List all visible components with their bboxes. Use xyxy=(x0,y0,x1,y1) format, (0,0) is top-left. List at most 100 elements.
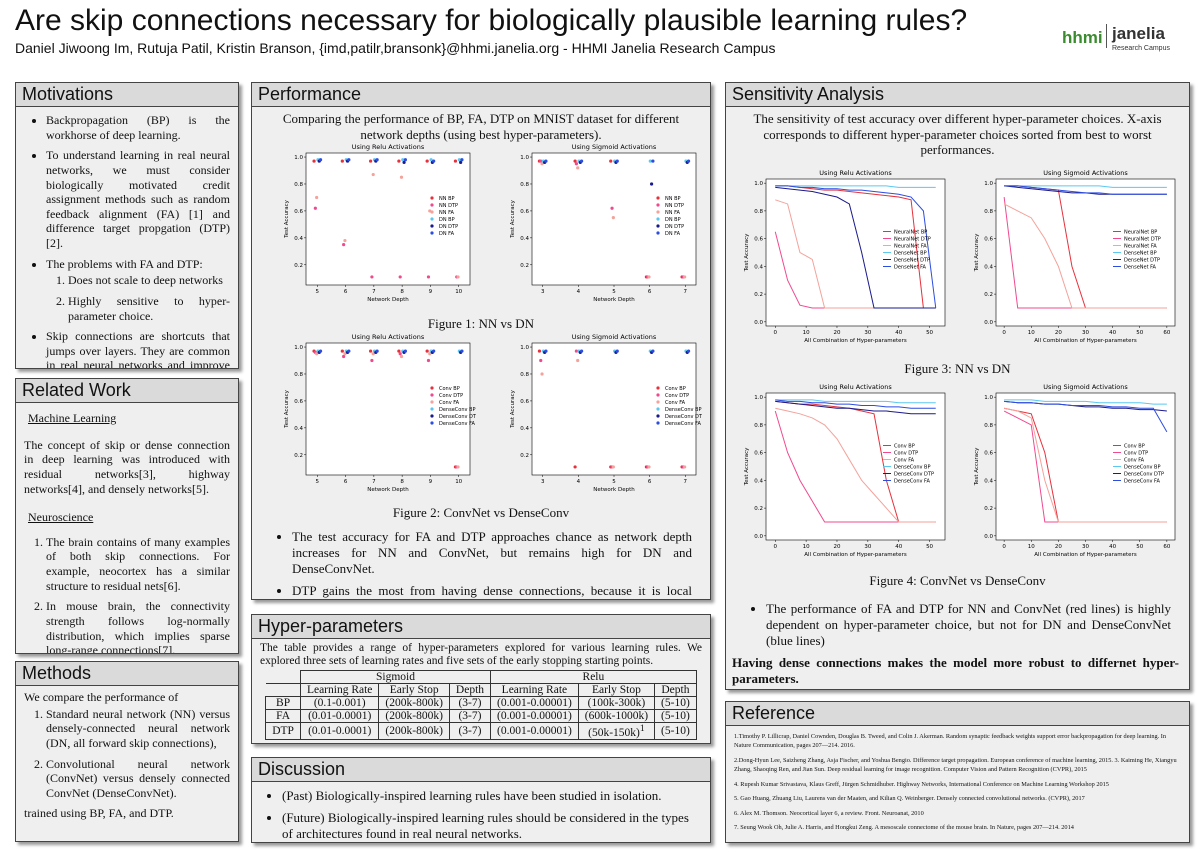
line xyxy=(1003,203,1167,309)
line xyxy=(775,186,936,309)
point xyxy=(398,275,402,279)
plot-area xyxy=(765,392,946,541)
legend-swatch xyxy=(656,414,660,418)
legend-label: NeuralNet BP xyxy=(894,230,927,236)
x-tick-label: 6 xyxy=(648,479,652,485)
legend-label: DenseConv BP xyxy=(894,465,931,471)
x-tick-label: 9 xyxy=(429,289,433,295)
y-axis-label: Test Accuracy xyxy=(974,447,980,486)
caption: Figure 3: NN vs DN xyxy=(904,361,1011,376)
legend-label: NeuralNet BP xyxy=(1124,230,1157,236)
y-tick-label: 0.0 xyxy=(754,320,763,326)
y-tick-label: 0.4 xyxy=(984,264,993,270)
legend-label: Conv FA xyxy=(894,458,915,464)
caption: Figure 1: NN vs DN xyxy=(427,316,535,331)
performance-panel: Performance Comparing the performance of… xyxy=(251,82,711,600)
caption: Figure 2: ConvNet vs DenseConv xyxy=(392,505,570,520)
chart: Using Relu Activations 5 6 7 8 9 10 0.2 0.4 0.6 0.… xyxy=(284,333,476,493)
heading: Methods xyxy=(16,662,238,686)
point xyxy=(425,349,429,353)
legend-label: Conv FA xyxy=(1124,458,1145,464)
x-tick-label: 20 xyxy=(833,330,840,336)
authors: Daniel Jiwoong Im, Rutuja Patil, Kristin… xyxy=(15,40,776,56)
logo-janelia: janelia xyxy=(1112,24,1165,43)
y-tick-label: 0.2 xyxy=(754,506,763,512)
y-tick-label: 0.6 xyxy=(294,399,303,405)
group-header: Sigmoid xyxy=(299,670,492,685)
intro: Comparing the performance of BP, FA, DTP… xyxy=(282,111,680,142)
line xyxy=(775,399,936,409)
line xyxy=(1004,407,1167,523)
plot-area xyxy=(995,178,1176,327)
point xyxy=(686,349,691,353)
row-header: BP xyxy=(265,696,301,711)
x-tick-label: 30 xyxy=(1082,544,1089,550)
plot-area xyxy=(995,392,1176,541)
y-tick-label: 0.4 xyxy=(294,426,303,432)
legend-swatch xyxy=(656,231,660,235)
point xyxy=(453,159,458,163)
y-tick-label: 0.0 xyxy=(984,320,993,326)
paragraph: The concept of skip or dense connection … xyxy=(24,437,230,496)
y-tick-label: 0.8 xyxy=(984,423,993,429)
cell: (5-10) xyxy=(654,696,697,711)
group-header: Relu xyxy=(490,670,697,685)
y-tick-label: 1.0 xyxy=(984,181,993,187)
cell: (0.001-0.00001) xyxy=(490,696,579,711)
logo-hhmi: hhmi xyxy=(1062,28,1103,47)
subheading: Machine Learning xyxy=(28,411,117,425)
row-header: DTP xyxy=(265,722,301,741)
point xyxy=(426,275,431,279)
cell: (3-7) xyxy=(448,696,492,711)
reference-item: 5. Gao Huang, Zhuang Liu, Laurens van de… xyxy=(734,795,1085,803)
point xyxy=(651,349,655,353)
point xyxy=(347,158,351,162)
point xyxy=(576,166,580,170)
intro: The sensitivity of test accuracy over di… xyxy=(753,111,1162,158)
heading: Related Work xyxy=(16,379,238,403)
x-tick-label: 40 xyxy=(895,330,902,336)
legend-swatch xyxy=(656,210,660,214)
point xyxy=(611,216,615,220)
legend-label: NN BP xyxy=(439,196,455,202)
column-header: Learning Rate xyxy=(490,683,579,698)
point xyxy=(432,349,436,353)
point xyxy=(615,349,619,353)
legend-swatch xyxy=(430,421,434,425)
legend-swatch xyxy=(656,386,660,390)
legend-label: DN FA xyxy=(439,231,455,237)
body: (Past) Biologically-inspired learning ru… xyxy=(252,782,710,842)
y-axis-label: Test Accuracy xyxy=(744,233,750,272)
legend-swatch xyxy=(430,231,434,235)
legend-label: DenseConv DTP xyxy=(439,414,476,420)
y-tick-label: 1.0 xyxy=(520,155,529,161)
legend-swatch xyxy=(430,196,434,200)
y-axis-label: Test Accuracy xyxy=(284,389,290,428)
point xyxy=(540,162,544,166)
cell: (0.01-0.0001) xyxy=(299,709,380,724)
point xyxy=(397,159,401,163)
legend-swatch xyxy=(430,407,434,411)
legend-label: Conv DTP xyxy=(665,393,689,399)
chart: Using Relu Activations 5 6 7 8 9 10 0.2 0.4 0.6 0.… xyxy=(284,143,471,303)
item: Backpropagation (BP) is the workhorse of… xyxy=(46,113,230,142)
heading: Sensitivity Analysis xyxy=(726,83,1189,107)
legend-label: DenseConv BP xyxy=(665,407,702,413)
x-tick-label: 30 xyxy=(864,544,871,550)
point xyxy=(315,195,319,200)
point xyxy=(459,160,463,165)
legend-label: DenseNet DTP xyxy=(894,258,930,264)
x-tick-label: 10 xyxy=(1028,544,1035,550)
legend-label: Conv DTP xyxy=(1124,451,1148,457)
x-tick-label: 20 xyxy=(1055,330,1062,336)
reference-item: 1.Timothy P. Lillicrap, Daniel Cownden, … xyxy=(734,733,1167,750)
point xyxy=(429,158,433,162)
x-tick-label: 7 xyxy=(684,289,688,295)
line xyxy=(775,407,936,523)
line xyxy=(775,399,936,404)
point xyxy=(610,206,614,210)
legend-label: Conv BP xyxy=(665,386,686,392)
x-axis-label: All Combination of Hyper-parameters xyxy=(1034,338,1137,344)
reference-item: 6. Alex M. Thomson. Neocortical layer 6,… xyxy=(734,809,924,817)
